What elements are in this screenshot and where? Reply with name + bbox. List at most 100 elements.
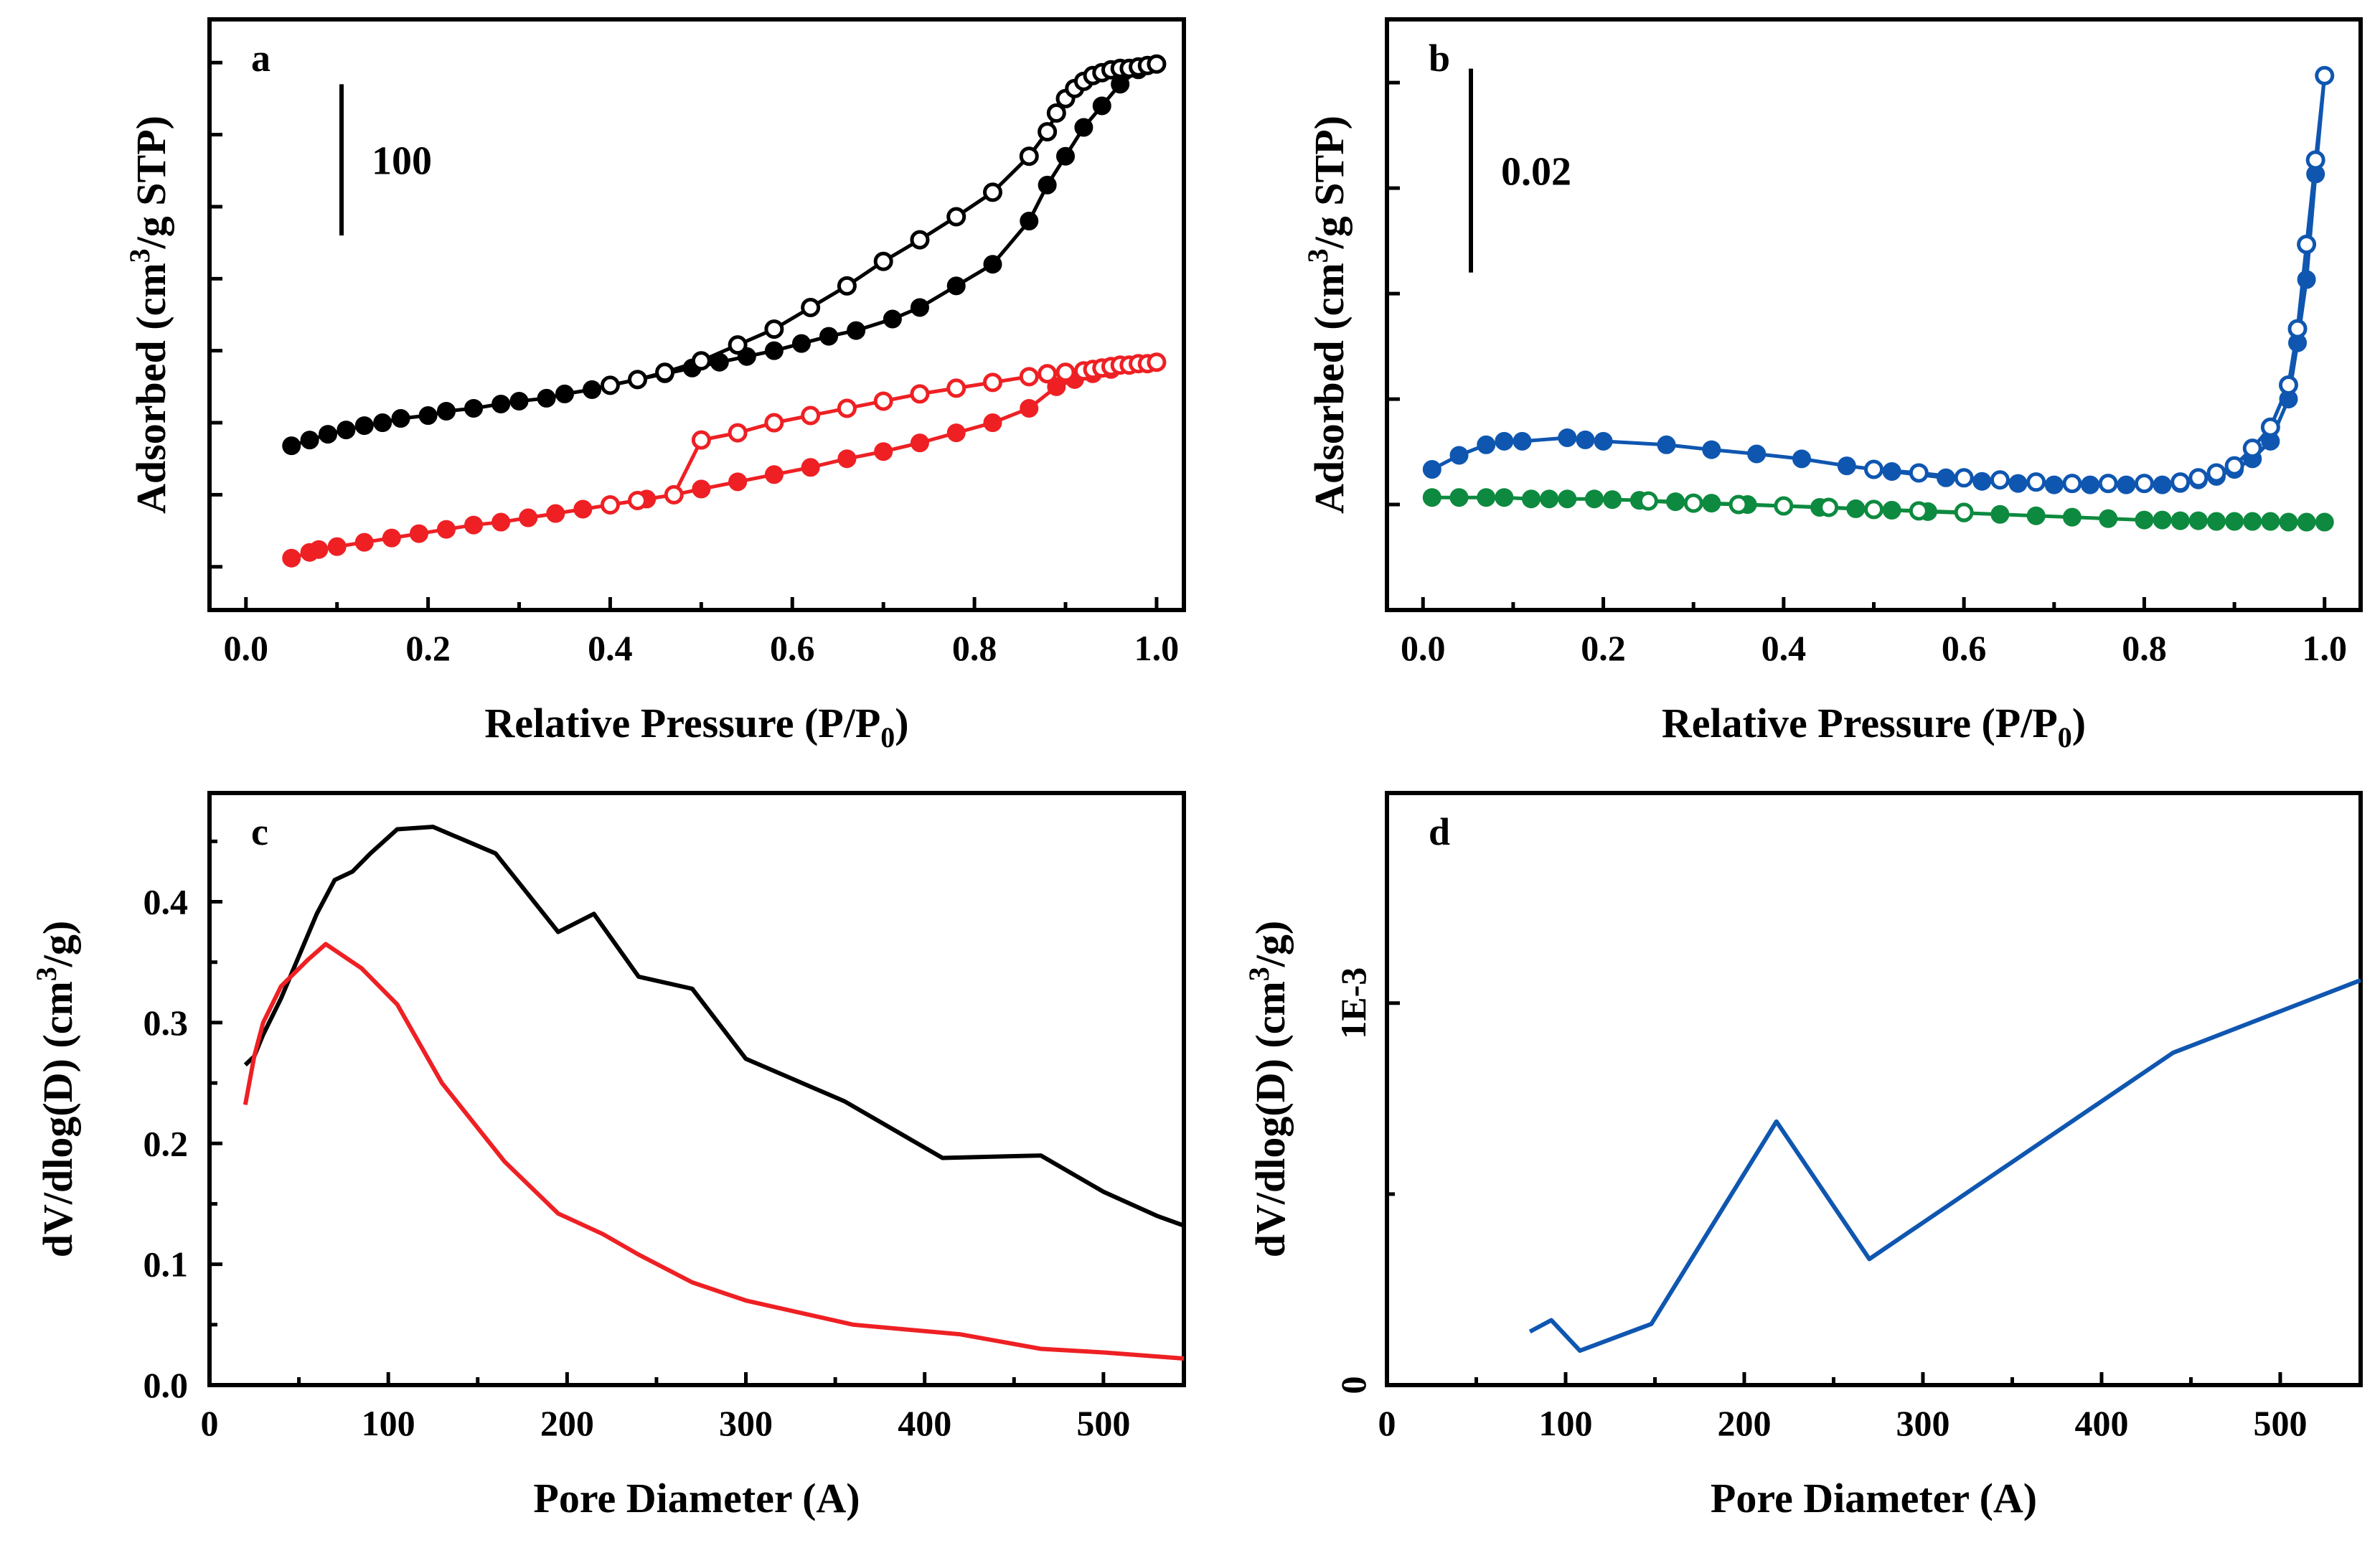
x-tick-label: 0.0 (224, 628, 269, 668)
data-point (318, 425, 337, 444)
data-point (1422, 488, 1441, 507)
series-line (243, 825, 1185, 1228)
data-point (418, 406, 438, 426)
series-black-adsorption (282, 55, 1166, 456)
data-point (436, 401, 456, 421)
data-point (1422, 460, 1441, 479)
data-point (1837, 456, 1856, 476)
data-point (764, 341, 784, 360)
data-point (2278, 375, 2298, 395)
data-point (946, 378, 966, 398)
data-point (1495, 431, 1514, 451)
series-line (291, 62, 1157, 448)
data-point (1638, 491, 1658, 511)
data-point (1603, 490, 1622, 510)
data-point (2279, 512, 2298, 532)
scale-bar-label: 0.02 (1501, 150, 1571, 194)
x-tick-label: 400 (898, 1403, 951, 1443)
x-tick-label: 0.6 (770, 628, 815, 668)
data-point (1477, 435, 1496, 454)
data-point (2188, 511, 2208, 530)
data-point (1558, 428, 1577, 447)
panel-a: 0.0 0.2 0.4 0.6 0.8 1.0 a 100 Relative Pressure … (123, 17, 1186, 754)
data-point (2315, 512, 2334, 532)
data-point (2135, 510, 2154, 530)
data-point (1477, 488, 1496, 507)
y-tick-label: 0.3 (144, 1003, 189, 1043)
x-tick-label: 300 (1896, 1403, 1949, 1443)
x-tick-label: 0.6 (1942, 628, 1987, 668)
data-point (600, 494, 620, 515)
data-point (1449, 488, 1469, 507)
data-point (1038, 175, 1057, 194)
data-point (1954, 502, 1974, 522)
data-point (1047, 377, 1066, 396)
data-point (382, 528, 401, 548)
data-point (546, 504, 565, 523)
series-blue-adsorption (1422, 66, 2334, 494)
x-tick-label: 300 (719, 1403, 773, 1443)
x-tick-label: 400 (2074, 1403, 2128, 1443)
data-point (873, 391, 893, 411)
data-point (1819, 497, 1839, 517)
y-axis-label: dV/dlog(D) (cm3/g) (30, 921, 81, 1257)
data-point (728, 472, 748, 492)
data-point (946, 423, 966, 443)
panel-label: a (251, 37, 271, 80)
data-point (2225, 512, 2244, 531)
data-point (883, 309, 902, 329)
data-point (327, 537, 347, 556)
data-point (1990, 470, 2010, 490)
data-point (1584, 489, 1604, 509)
data-point (2206, 463, 2226, 483)
data-point (2260, 417, 2280, 437)
data-point (1594, 431, 1613, 451)
data-point (764, 319, 784, 339)
data-point (282, 548, 301, 568)
data-point (2170, 511, 2190, 530)
x-tick-label: 0.2 (405, 628, 451, 668)
y-tick-label: 0.1 (144, 1244, 189, 1285)
data-point (1864, 499, 1883, 520)
data-point (337, 421, 356, 440)
series-line (243, 942, 1185, 1361)
data-point (2188, 468, 2209, 488)
x-tick-label: 1.0 (2302, 628, 2347, 668)
x-tick-label: 500 (1076, 1403, 1130, 1443)
x-tick-label: 0 (201, 1403, 219, 1443)
x-tick-label: 500 (2253, 1403, 2307, 1443)
data-point (982, 372, 1002, 393)
y-tick-label: 0.4 (144, 882, 189, 922)
data-point (300, 431, 319, 450)
data-point (2170, 472, 2191, 492)
data-point (847, 321, 866, 340)
data-point (2099, 509, 2118, 528)
data-point (1147, 352, 1167, 372)
data-point (2315, 65, 2335, 85)
y-axis-label: Adsorbed (cm3/g STP) (1302, 116, 1353, 514)
y-axis-label: Adsorbed (cm3/g STP) (123, 116, 174, 514)
data-point (1540, 489, 1559, 509)
data-point (2305, 150, 2325, 170)
data-point (1576, 430, 1595, 449)
data-point (2297, 512, 2316, 532)
x-tick-label: 0.4 (1762, 628, 1807, 668)
data-point (2242, 438, 2262, 459)
panel-label: c (251, 810, 268, 853)
data-point (2153, 510, 2172, 530)
data-point (436, 520, 456, 539)
data-point (655, 362, 675, 383)
data-point (1055, 362, 1076, 383)
x-tick-label: 0.0 (1401, 628, 1446, 668)
panel-label: d (1429, 810, 1450, 853)
x-tick-label: 100 (362, 1403, 415, 1443)
data-point (1092, 96, 1111, 116)
plot-frame (207, 791, 1186, 1387)
data-point (409, 524, 428, 543)
data-point (837, 449, 857, 469)
data-point (2062, 474, 2082, 494)
x-tick-label: 200 (1717, 1403, 1771, 1443)
data-point (837, 398, 857, 418)
data-point (791, 334, 811, 353)
data-point (2206, 512, 2226, 531)
